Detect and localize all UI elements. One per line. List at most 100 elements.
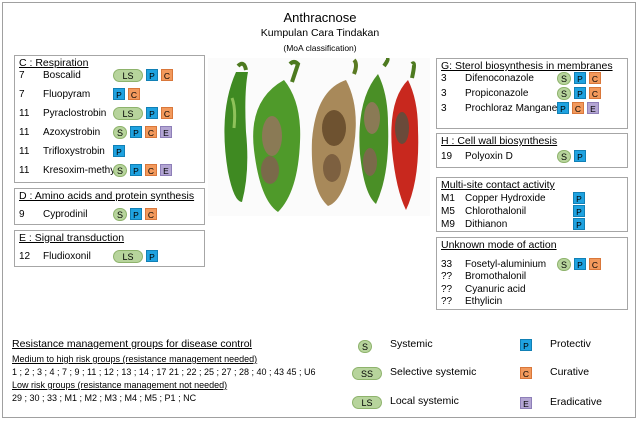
protective-badge: P	[573, 192, 585, 204]
fungicide-row: M9 Dithianon	[441, 217, 507, 231]
fungicide-row: 9 Cyprodinil	[19, 207, 87, 221]
eradicative-badge: E	[160, 126, 172, 138]
local-systemic-badge: LS	[113, 68, 143, 82]
fungicide-name: Polyoxin D	[465, 150, 513, 162]
frac-code: 11	[19, 164, 30, 176]
protective-badge: P	[574, 87, 586, 99]
fungicide-name: Bromothalonil	[465, 271, 527, 282]
fungicide-row: 11 Kresoxim-methyl	[19, 163, 117, 177]
frac-code: 12	[19, 250, 31, 262]
chili-peppers-anthracnose-image	[208, 56, 430, 216]
curative-badge: C	[161, 107, 173, 119]
fungicide-name: Propiconazole	[465, 87, 529, 99]
curative-badge: C	[589, 72, 601, 84]
protective-badge: P	[520, 339, 532, 351]
frac-code: 9	[19, 208, 25, 220]
fungicide-row: ?? Cyanuric acid	[441, 282, 526, 296]
fungicide-row: 11 Azoxystrobin	[19, 125, 100, 139]
fungicide-row: 7 Fluopyram	[19, 87, 90, 101]
protective-badge: P	[574, 150, 586, 162]
legend-eradicative-label: Eradicative	[550, 396, 602, 408]
low-risk-values: 29 ; 30 ; 33 ; M1 ; M2 ; M3 ; M4 ; M5 ; …	[12, 393, 197, 403]
curative-badge: C	[589, 87, 601, 99]
systemic-badge: S	[113, 207, 127, 221]
resistance-title: Resistance management groups for disease…	[12, 338, 252, 350]
fungicide-row: M1 Copper Hydroxide	[441, 191, 546, 205]
legend-protective-label: Protectiv	[550, 338, 591, 350]
badge-group: P	[113, 144, 125, 158]
protective-badge: P	[574, 258, 586, 270]
fungicide-row: 11 Pyraclostrobin	[19, 106, 106, 120]
fungicide-name: Fosetyl-aluminium	[465, 258, 547, 270]
legend-local-label: Local systemic	[390, 395, 459, 407]
protective-badge: P	[130, 126, 142, 138]
page-subtitle: Kumpulan Cara Tindakan	[260, 27, 380, 39]
curative-badge: C	[572, 102, 584, 114]
protective-badge: P	[573, 218, 585, 230]
group-unknown-mode: Unknown mode of action 33 Fosetyl-alumini…	[436, 237, 628, 310]
systemic-badge: S	[557, 149, 571, 163]
fungicide-name: Pyraclostrobin	[43, 107, 107, 119]
group-signal-transduction: E : Signal transduction 12 Fludioxonil LS P	[14, 230, 205, 267]
frac-code: 3	[441, 102, 447, 114]
systemic-badge: S	[113, 125, 127, 139]
fungicide-name: Prochloraz Manganese	[465, 102, 568, 114]
group-sterol-biosynthesis: G: Sterol biosynthesis in membranes 3 Dif…	[436, 58, 628, 129]
protective-badge: P	[146, 250, 158, 262]
group-title: G: Sterol biosynthesis in membranes	[441, 60, 613, 72]
protective-badge: P	[130, 208, 142, 220]
fungicide-row: 3 Propiconazole	[441, 86, 528, 100]
systemic-badge: S	[557, 71, 571, 85]
fungicide-name: Difenoconazole	[465, 72, 534, 84]
legend-protective-badge: P	[520, 336, 532, 354]
group-title: H : Cell wall biosynthesis	[441, 135, 558, 147]
frac-code: M1	[441, 192, 455, 204]
frac-code: 3	[441, 87, 447, 99]
local-systemic-badge: LS	[113, 106, 143, 120]
protective-badge: P	[113, 88, 125, 100]
high-risk-label: Medium to high risk groups (resistance m…	[12, 354, 258, 364]
group-title: D : Amino acids and protein synthesis	[19, 190, 195, 202]
systemic-badge: S	[557, 86, 571, 100]
fungicide-name: Copper Hydroxide	[465, 192, 546, 204]
frac-code: 7	[19, 69, 25, 81]
curative-badge: C	[145, 126, 157, 138]
systemic-badge: S	[113, 163, 127, 177]
group-title: C : Respiration	[19, 57, 89, 69]
group-respiration: C : Respiration 7 Boscalid LS P C 7 Fluopyram P…	[14, 55, 205, 183]
group-title: Multi-site contact activity	[441, 179, 555, 191]
frac-code: 7	[19, 88, 25, 100]
protective-badge: P	[574, 72, 586, 84]
badge-group: LS P C	[113, 106, 173, 120]
group-multi-site: Multi-site contact activity M1 Copper Hyd…	[436, 177, 628, 232]
fungicide-row: 3 Difenoconazole	[441, 71, 534, 85]
selective-badge: SS	[352, 367, 382, 380]
fungicide-row: 19 Polyoxin D	[441, 149, 513, 163]
legend-systemic-badge: S	[358, 337, 372, 355]
legend-selective-badge: SS	[352, 364, 382, 382]
curative-badge: C	[520, 367, 532, 379]
frac-code: 33	[441, 258, 453, 270]
legend-selective-label: Selective systemic	[390, 366, 477, 378]
group-title: Unknown mode of action	[441, 239, 557, 251]
fungicide-name: Boscalid	[43, 69, 81, 81]
protective-badge: P	[573, 205, 585, 217]
curative-badge: C	[128, 88, 140, 100]
curative-badge: C	[161, 69, 173, 81]
legend-eradicative-badge: E	[520, 394, 532, 412]
fungicide-name: Trifloxystrobin	[43, 145, 105, 157]
badge-group: LS P C	[113, 68, 173, 82]
protective-badge: P	[113, 145, 125, 157]
curative-badge: C	[145, 164, 157, 176]
fungicide-name: Cyanuric acid	[465, 283, 526, 295]
curative-badge: C	[145, 208, 157, 220]
fungicide-name: Chlorothalonil	[465, 205, 527, 217]
low-risk-label: Low risk groups (resistance management n…	[12, 380, 228, 390]
